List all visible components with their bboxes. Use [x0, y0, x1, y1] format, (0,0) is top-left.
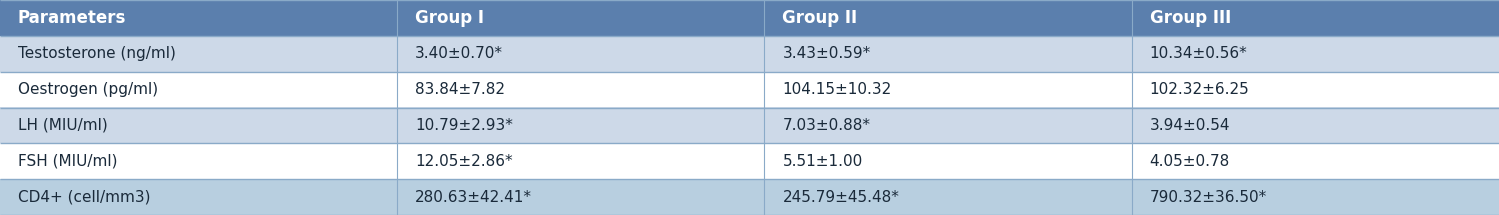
Bar: [764, 72, 1132, 108]
Text: Parameters: Parameters: [18, 9, 126, 27]
Text: CD4+ (cell/mm3): CD4+ (cell/mm3): [18, 190, 150, 205]
Text: 3.94±0.54: 3.94±0.54: [1150, 118, 1231, 133]
Bar: [1132, 72, 1499, 108]
Bar: [764, 108, 1132, 143]
Text: 5.51±1.00: 5.51±1.00: [782, 154, 863, 169]
Bar: [0, 72, 397, 108]
Text: 3.43±0.59*: 3.43±0.59*: [782, 46, 871, 61]
Bar: [397, 108, 764, 143]
Text: FSH (MIU/ml): FSH (MIU/ml): [18, 154, 117, 169]
Text: 280.63±42.41*: 280.63±42.41*: [415, 190, 532, 205]
Bar: [1132, 0, 1499, 36]
Text: 102.32±6.25: 102.32±6.25: [1150, 82, 1250, 97]
Bar: [764, 36, 1132, 72]
Bar: [397, 179, 764, 215]
Bar: [1132, 179, 1499, 215]
Text: Group III: Group III: [1150, 9, 1231, 27]
Bar: [764, 0, 1132, 36]
Text: 10.79±2.93*: 10.79±2.93*: [415, 118, 513, 133]
Bar: [397, 36, 764, 72]
Text: 7.03±0.88*: 7.03±0.88*: [782, 118, 871, 133]
Bar: [397, 72, 764, 108]
Bar: [397, 143, 764, 179]
Bar: [764, 143, 1132, 179]
Text: 10.34±0.56*: 10.34±0.56*: [1150, 46, 1247, 61]
Text: Oestrogen (pg/ml): Oestrogen (pg/ml): [18, 82, 157, 97]
Text: 3.40±0.70*: 3.40±0.70*: [415, 46, 504, 61]
Text: 790.32±36.50*: 790.32±36.50*: [1150, 190, 1267, 205]
Text: 83.84±7.82: 83.84±7.82: [415, 82, 505, 97]
Text: Group II: Group II: [782, 9, 857, 27]
Bar: [0, 179, 397, 215]
Text: LH (MIU/ml): LH (MIU/ml): [18, 118, 108, 133]
Text: 4.05±0.78: 4.05±0.78: [1150, 154, 1231, 169]
Bar: [397, 0, 764, 36]
Text: Group I: Group I: [415, 9, 484, 27]
Bar: [764, 179, 1132, 215]
Bar: [0, 143, 397, 179]
Bar: [0, 0, 397, 36]
Bar: [0, 36, 397, 72]
Bar: [1132, 143, 1499, 179]
Text: 245.79±45.48*: 245.79±45.48*: [782, 190, 899, 205]
Text: 12.05±2.86*: 12.05±2.86*: [415, 154, 513, 169]
Bar: [1132, 36, 1499, 72]
Text: Testosterone (ng/ml): Testosterone (ng/ml): [18, 46, 175, 61]
Text: 104.15±10.32: 104.15±10.32: [782, 82, 892, 97]
Bar: [0, 108, 397, 143]
Bar: [1132, 108, 1499, 143]
